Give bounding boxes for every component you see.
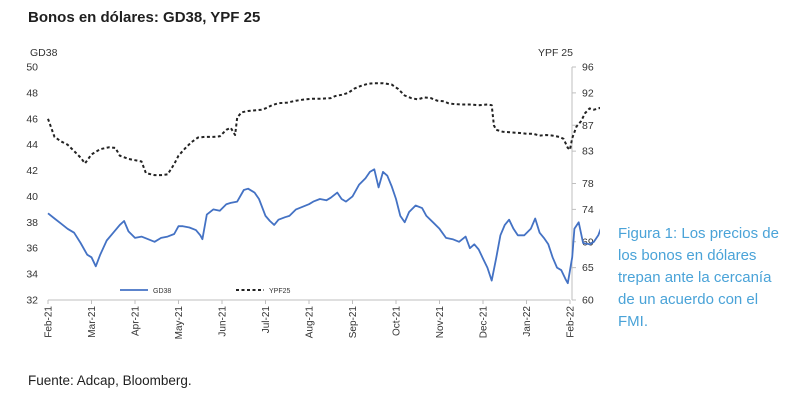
x-axis-ticks: Feb-21 Mar-21 Apr-21 May-21 Jun-21 Jul-21 Aug-… xyxy=(44,300,577,339)
x-tick-label: Jun-21 xyxy=(218,306,229,337)
series-line-gd38 xyxy=(47,168,600,285)
y-left-tick-label: 44 xyxy=(26,139,38,151)
x-tick-label: Feb-21 xyxy=(44,306,55,338)
y-left-tick-label: 32 xyxy=(26,295,38,307)
y-left-tick-label: 46 xyxy=(26,113,38,125)
legend: GD38 YPF25 xyxy=(120,288,291,295)
y-left-tick-label: 40 xyxy=(26,191,38,203)
x-tick-label: May-21 xyxy=(174,306,185,340)
y-axis-left-label: GD38 xyxy=(30,47,58,59)
y-axis-left-label-group: GD38 xyxy=(30,47,58,59)
x-tick-label: Feb-22 xyxy=(566,306,577,338)
x-tick-label: Oct-21 xyxy=(392,306,403,336)
x-tick-label: Dec-21 xyxy=(479,306,490,339)
y-left-tick-label: 50 xyxy=(26,62,38,74)
y-left-tick-label: 38 xyxy=(26,217,38,229)
x-tick-label: Nov-21 xyxy=(435,306,446,339)
y-right-tick-label: 96 xyxy=(582,62,594,74)
chart-title: Bonos en dólares: GD38, YPF 25 xyxy=(28,9,261,26)
y-right-tick-label: 65 xyxy=(582,262,594,274)
y-left-tick-label: 48 xyxy=(26,87,38,99)
line-chart: GD38 YPF 25 32 34 36 38 40 42 44 46 48 50 60 65 69 7… xyxy=(26,47,600,339)
source-note: Fuente: Adcap, Bloomberg. xyxy=(28,373,192,388)
y-right-tick-label: 92 xyxy=(582,87,594,99)
y-right-tick-label: 87 xyxy=(582,120,594,132)
legend-label: GD38 xyxy=(153,288,171,295)
x-tick-label: Jan-22 xyxy=(522,306,533,337)
y-axis-right-ticks: 60 65 69 74 78 83 87 92 96 xyxy=(572,62,594,307)
y-left-tick-label: 36 xyxy=(26,243,38,255)
x-tick-label: Aug-21 xyxy=(305,306,316,339)
y-axis-right-label: YPF 25 xyxy=(538,47,573,59)
series-layer xyxy=(47,82,600,285)
legend-label: YPF25 xyxy=(269,288,291,295)
x-tick-label: Apr-21 xyxy=(131,306,142,336)
y-right-tick-label: 83 xyxy=(582,146,594,158)
y-right-tick-label: 74 xyxy=(582,204,594,216)
y-axis-left-ticks: 32 34 36 38 40 42 44 46 48 50 xyxy=(26,62,38,307)
y-left-tick-label: 34 xyxy=(26,269,38,281)
y-right-tick-label: 60 xyxy=(582,295,594,307)
x-tick-label: Jul-21 xyxy=(261,306,272,334)
series-line-ypf25 xyxy=(47,82,600,177)
x-tick-label: Mar-21 xyxy=(87,306,98,338)
y-right-tick-label: 69 xyxy=(582,236,594,248)
y-right-tick-label: 78 xyxy=(582,178,594,190)
figure-caption: Figura 1: Los precios de los bonos en dó… xyxy=(618,225,779,330)
y-left-tick-label: 42 xyxy=(26,165,38,177)
x-tick-label: Sep-21 xyxy=(348,306,359,339)
